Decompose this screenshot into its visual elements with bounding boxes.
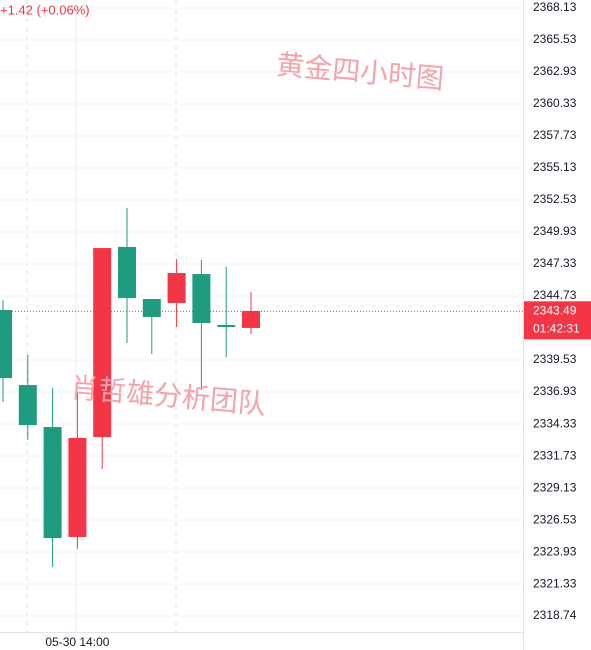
candles <box>0 208 260 568</box>
candle-body <box>217 324 236 327</box>
y-tick-label: 2318.74 <box>533 608 577 622</box>
x-tick-label: 05-30 14:00 <box>45 635 109 649</box>
y-tick-label: 2368.13 <box>533 0 577 14</box>
y-tick-label: 2344.73 <box>533 288 577 302</box>
change-label: +1.42 (+0.06%) <box>0 2 90 17</box>
y-tick-label: 2326.53 <box>533 512 577 526</box>
y-tick-label: 2339.53 <box>533 352 577 366</box>
candle-body <box>167 273 186 303</box>
y-tick-label: 2352.53 <box>533 192 577 206</box>
y-tick-label: 2347.33 <box>533 256 577 270</box>
y-tick-label: 2331.73 <box>533 448 577 462</box>
y-tick-label: 2362.93 <box>533 64 577 78</box>
candle-body <box>142 299 161 317</box>
y-tick-label: 2321.33 <box>533 576 577 590</box>
grid <box>0 7 523 617</box>
candle-body <box>242 310 260 328</box>
y-tick-label: 2355.13 <box>533 160 577 174</box>
candle-body <box>192 274 211 324</box>
y-tick-label: 2360.33 <box>533 96 577 110</box>
y-tick-label: 2357.73 <box>533 128 577 142</box>
y-tick-label: 2329.13 <box>533 480 577 494</box>
candle-body <box>43 427 62 539</box>
y-tick-label: 2336.93 <box>533 384 577 398</box>
last-price-box <box>524 301 591 340</box>
y-tick-label: 2323.93 <box>533 544 577 558</box>
candle-body <box>118 246 136 299</box>
candle-body <box>0 309 12 379</box>
candle-body <box>93 248 112 438</box>
y-tick-label: 2334.33 <box>533 416 577 430</box>
y-tick-label: 2349.93 <box>533 224 577 238</box>
y-tick-label: 2365.53 <box>533 32 577 46</box>
candle-body <box>68 437 87 537</box>
last-price-label: 2343.49 <box>533 303 577 317</box>
candle-body <box>18 385 37 426</box>
countdown-label: 01:42:31 <box>533 321 580 335</box>
